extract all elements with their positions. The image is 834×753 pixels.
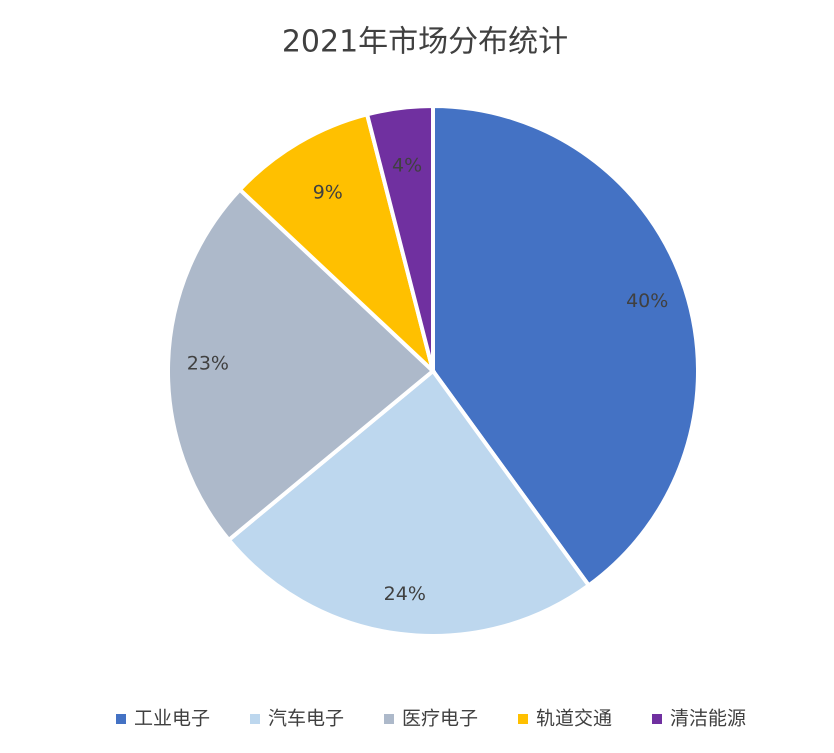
legend-label: 轨道交通 <box>536 708 612 730</box>
pie-slice <box>364 103 435 372</box>
pie-slice <box>166 186 437 543</box>
legend-marker <box>652 714 662 724</box>
data-label: 23% <box>187 352 229 374</box>
data-label: 24% <box>384 583 426 605</box>
data-label: 9% <box>313 182 343 204</box>
data-label: 4% <box>392 154 422 176</box>
legend-label: 工业电子 <box>134 708 210 730</box>
legend-marker <box>250 714 260 724</box>
legend-marker <box>518 714 528 724</box>
legend-marker <box>116 714 126 724</box>
chart-title: 2021年市场分布统计 <box>282 25 568 60</box>
pie-slice <box>431 103 700 589</box>
legend-marker <box>384 714 394 724</box>
legend-label: 汽车电子 <box>268 708 344 730</box>
pie-slice <box>236 111 437 378</box>
legend-label: 清洁能源 <box>670 708 746 730</box>
data-label: 40% <box>626 290 668 312</box>
legend-label: 医疗电子 <box>402 708 478 730</box>
pie-slice <box>225 368 592 638</box>
